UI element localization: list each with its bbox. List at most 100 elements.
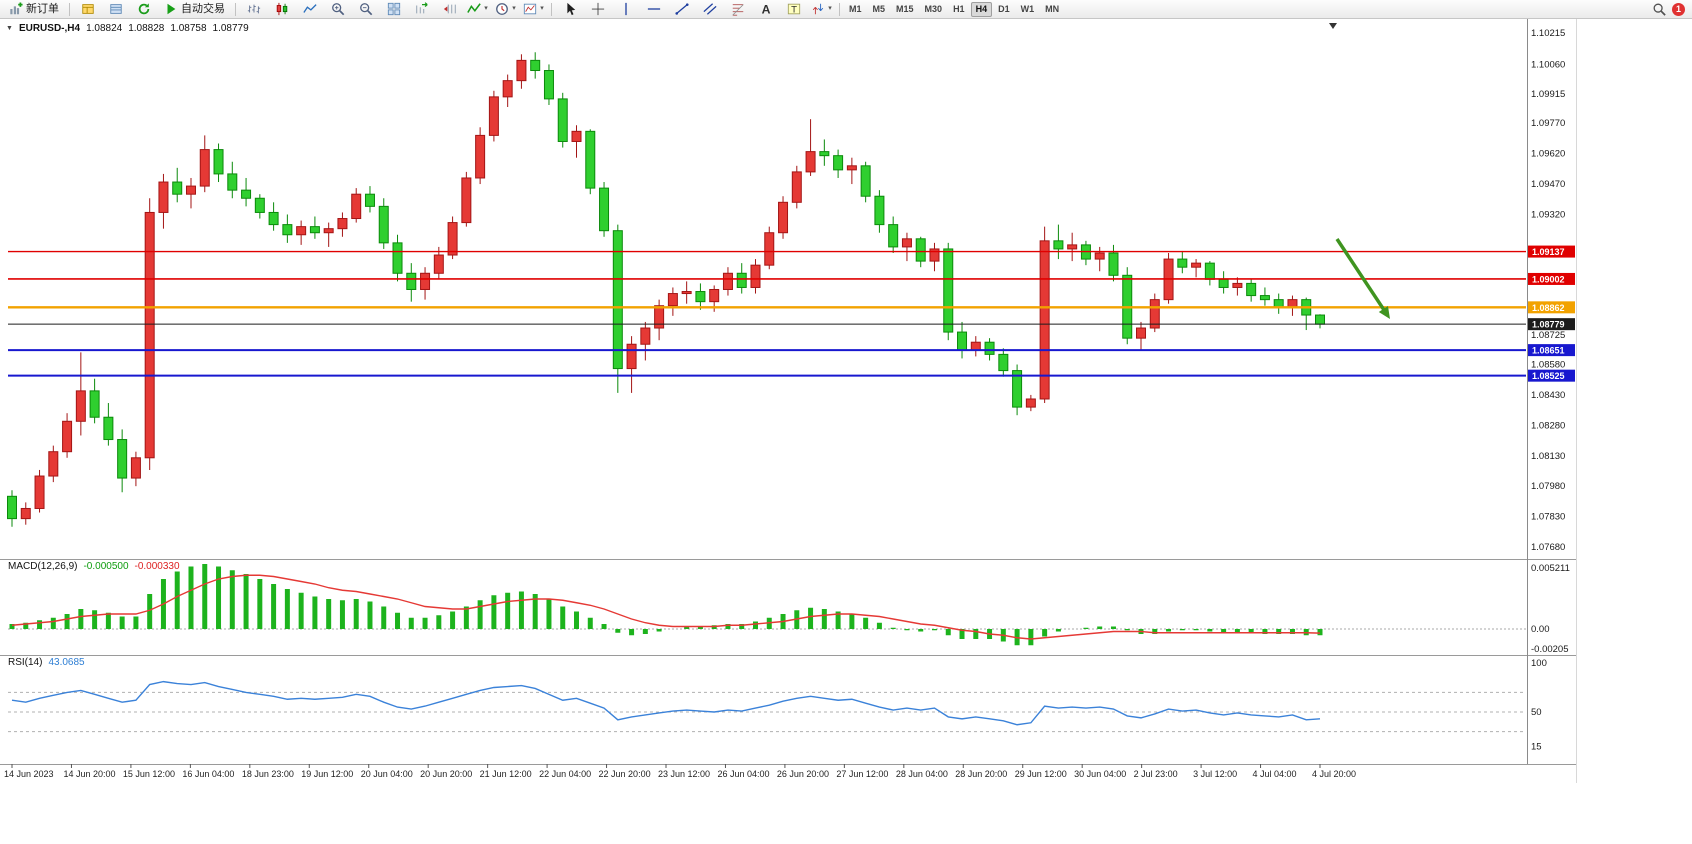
- templates-button[interactable]: ▾: [520, 0, 547, 18]
- candle-bullish: [778, 201, 789, 234]
- horizontal-line-tool-button[interactable]: [640, 0, 667, 18]
- timeframe-w1-button[interactable]: W1: [1020, 3, 1035, 14]
- timeframe-m1-button[interactable]: M1: [849, 3, 862, 14]
- toolbar-separator: [69, 2, 70, 16]
- search-icon[interactable]: [1652, 2, 1666, 16]
- candle-bearish: [282, 224, 293, 236]
- price-line-badge-label: 1.08779: [1532, 320, 1565, 330]
- cursor-tool-button[interactable]: [556, 0, 583, 18]
- candle-bullish: [791, 171, 802, 203]
- candle-bearish: [227, 173, 238, 191]
- chart-symbol-period: EURUSD-,H4: [18, 23, 81, 34]
- autotrading-button[interactable]: 自动交易: [158, 0, 231, 18]
- candle-bullish: [144, 211, 155, 459]
- timeframe-m5-button[interactable]: M5: [872, 3, 886, 14]
- text-label-tool-button[interactable]: T: [780, 0, 807, 18]
- time-axis-label: 3 Jul 12:00: [1193, 769, 1237, 779]
- time-axis-label: 26 Jun 20:00: [777, 769, 829, 779]
- new-order-button-label: 新订单: [26, 3, 59, 15]
- notification-badge[interactable]: 1: [1672, 2, 1685, 16]
- arrows-tool-button[interactable]: ▾: [808, 0, 835, 18]
- candle-bearish: [888, 224, 899, 248]
- candle-bullish: [626, 343, 637, 370]
- equidistant-channel-tool-button[interactable]: [696, 0, 723, 18]
- candle-bearish: [1108, 252, 1119, 276]
- zoom-out-button[interactable]: [352, 0, 379, 18]
- data-window-icon: [109, 4, 122, 14]
- candle-bullish: [488, 96, 499, 136]
- rsi-scale-15: 15: [1531, 741, 1542, 752]
- one-click-trading-toggle-icon[interactable]: ▼: [6, 25, 13, 32]
- time-axis-label: 22 Jun 20:00: [599, 769, 651, 779]
- chart-shift-marker[interactable]: [1329, 23, 1337, 29]
- auto-scroll-button[interactable]: [408, 0, 435, 18]
- candle-bearish: [1315, 314, 1325, 325]
- macd-name: MACD(12,26,9): [8, 561, 78, 572]
- chart-background[interactable]: [0, 19, 1692, 844]
- chart-open-value: 1.08824: [86, 23, 123, 34]
- vertical-line-tool-button[interactable]: [612, 0, 639, 18]
- autotrading-button-label: 自动交易: [181, 3, 225, 15]
- dropdown-caret-icon[interactable]: ▾: [484, 5, 488, 12]
- candle-bullish: [640, 327, 651, 345]
- new-order-button[interactable]: 新订单: [3, 0, 65, 18]
- periods-button[interactable]: ▾: [492, 0, 519, 18]
- candle-bearish: [1259, 295, 1270, 301]
- candle-bearish: [833, 155, 844, 171]
- rsi-scale-50: 50: [1531, 707, 1542, 718]
- candle-bullish: [1191, 262, 1202, 268]
- line-chart-button[interactable]: [296, 0, 323, 18]
- fibonacci-tool-button[interactable]: [724, 0, 751, 18]
- indicators-button[interactable]: ▾: [464, 0, 491, 18]
- text-label-tool-icon: T: [787, 3, 800, 16]
- macd-signal-value: -0.000330: [134, 561, 180, 572]
- zoom-in-button[interactable]: [324, 0, 351, 18]
- tile-windows-icon: [387, 2, 400, 16]
- candle-bullish: [296, 226, 307, 236]
- timeframe-h4-button[interactable]: H4: [970, 1, 993, 17]
- dropdown-caret-icon[interactable]: ▾: [512, 5, 516, 12]
- price-line-badge: [1528, 318, 1575, 331]
- chart-low-value: 1.08758: [170, 23, 207, 34]
- toolbar-separator: [839, 2, 840, 16]
- refresh-button[interactable]: [130, 0, 157, 18]
- candle-bullish: [130, 457, 141, 479]
- price-axis-label: 1.10060: [1531, 59, 1565, 70]
- price-axis-label: 1.09620: [1531, 149, 1565, 160]
- candle-bearish: [1246, 282, 1257, 297]
- trend-arrow-annotation[interactable]: [1335, 238, 1386, 312]
- timeframe-d1-button[interactable]: D1: [998, 3, 1010, 14]
- data-window-button[interactable]: [102, 0, 129, 18]
- trendline-tool-button[interactable]: [668, 0, 695, 18]
- timeframe-m30-button[interactable]: M30: [924, 3, 943, 14]
- text-tool-button[interactable]: A: [752, 0, 779, 18]
- timeframe-mn-button[interactable]: MN: [1045, 3, 1060, 14]
- candlestick-chart-button[interactable]: [268, 0, 295, 18]
- price-axis-label: 1.08130: [1531, 451, 1565, 462]
- price-axis-label: 1.09320: [1531, 209, 1565, 220]
- zoom-out-icon: [359, 3, 372, 16]
- bar-chart-icon: [247, 4, 260, 14]
- periods-icon: [496, 3, 509, 15]
- candle-bearish: [241, 189, 252, 199]
- macd-label: MACD(12,26,9) -0.000500 -0.000330: [8, 561, 180, 572]
- dropdown-caret-icon[interactable]: ▾: [828, 5, 832, 12]
- candle-bearish: [378, 205, 389, 244]
- bar-chart-button[interactable]: [240, 0, 267, 18]
- price-line-badge-label: 1.08862: [1532, 303, 1565, 313]
- candle-bullish: [722, 272, 733, 290]
- timeframe-m15-button[interactable]: M15: [896, 3, 914, 14]
- time-axis-label: 28 Jun 04:00: [896, 769, 948, 779]
- crosshair-tool-button[interactable]: [584, 0, 611, 18]
- market-watch-button[interactable]: [74, 0, 101, 18]
- timeframe-h1-button[interactable]: H1: [953, 3, 965, 14]
- chart-shift-button[interactable]: [436, 0, 463, 18]
- toolbar-right: 1: [1652, 2, 1689, 16]
- candle-bullish: [1039, 240, 1050, 400]
- price-chart-svg[interactable]: 1.10215 1.10060 1.09915 1.09770 1.09620 1.094…: [0, 19, 1692, 844]
- cursor-tool-icon: [566, 2, 575, 16]
- dropdown-caret-icon[interactable]: ▾: [540, 5, 544, 12]
- tile-windows-button[interactable]: [380, 0, 407, 18]
- candle-bearish: [103, 416, 114, 441]
